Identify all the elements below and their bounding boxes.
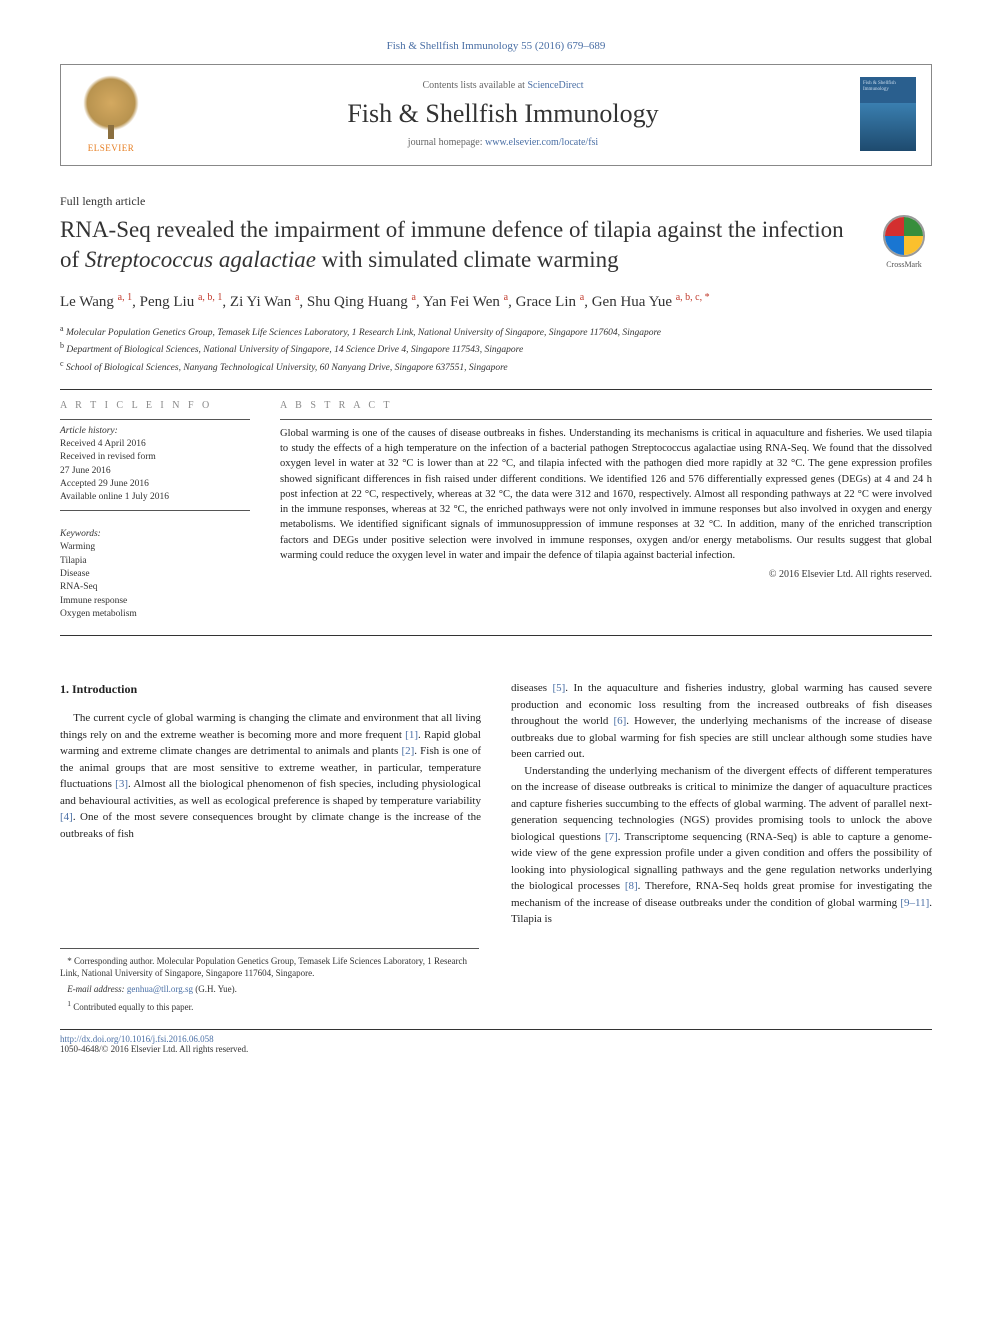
history-item: 27 June 2016 <box>60 465 250 478</box>
corresponding-author-note: * Corresponding author. Molecular Popula… <box>60 955 479 980</box>
homepage-line: journal homepage: www.elsevier.com/locat… <box>146 137 860 148</box>
history-item: Received 4 April 2016 <box>60 438 250 451</box>
elsevier-label: ELSEVIER <box>88 143 135 153</box>
section-rule <box>60 635 932 636</box>
journal-reference: Fish & Shellfish Immunology 55 (2016) 67… <box>60 40 932 52</box>
journal-cover-thumbnail[interactable]: Fish & Shellfish Immunology <box>860 77 916 151</box>
footer-rule <box>60 1029 932 1030</box>
journal-name: Fish & Shellfish Immunology <box>146 99 860 129</box>
keyword-item: Immune response <box>60 595 250 608</box>
article-info-block: A R T I C L E I N F O Article history: R… <box>60 400 250 621</box>
body-paragraph: diseases [5]. In the aquaculture and fis… <box>511 680 932 763</box>
article-info-heading: A R T I C L E I N F O <box>60 400 250 411</box>
contents-line: Contents lists available at ScienceDirec… <box>146 80 860 91</box>
abstract-heading: A B S T R A C T <box>280 400 932 411</box>
body-column-right: diseases [5]. In the aquaculture and fis… <box>511 680 932 928</box>
section-rule <box>60 389 932 390</box>
copyright-line: © 2016 Elsevier Ltd. All rights reserved… <box>280 569 932 580</box>
info-rule <box>60 419 250 420</box>
article-title: RNA-Seq revealed the impairment of immun… <box>60 215 856 275</box>
email-label: E-mail address: <box>67 984 127 994</box>
email-link[interactable]: genhua@tll.org.sg <box>127 984 193 994</box>
keyword-item: Oxygen metabolism <box>60 608 250 621</box>
crossmark-label: CrossMark <box>876 260 932 269</box>
keyword-items: WarmingTilapiaDiseaseRNA-SeqImmune respo… <box>60 541 250 621</box>
crossmark-icon <box>883 215 925 257</box>
crossmark-badge[interactable]: CrossMark <box>876 215 932 269</box>
page-root: Fish & Shellfish Immunology 55 (2016) 67… <box>0 0 992 1094</box>
affiliations: a Molecular Population Genetics Group, T… <box>60 323 932 375</box>
header-row: ELSEVIER Contents lists available at Sci… <box>76 75 916 153</box>
title-species: Streptococcus agalactiae <box>85 247 316 272</box>
intro-heading: 1. Introduction <box>60 680 481 698</box>
article-type: Full length article <box>60 194 932 209</box>
title-row: RNA-Seq revealed the impairment of immun… <box>60 215 932 275</box>
contrib-note: 1 Contributed equally to this paper. <box>60 999 479 1014</box>
keyword-item: Tilapia <box>60 555 250 568</box>
body-columns: 1. Introduction The current cycle of glo… <box>60 680 932 928</box>
email-suffix: (G.H. Yue). <box>193 984 237 994</box>
elsevier-tree-icon <box>83 75 139 131</box>
affiliation-item: b Department of Biological Sciences, Nat… <box>60 340 932 357</box>
history-item: Received in revised form <box>60 451 250 464</box>
issn-copyright: 1050-4648/© 2016 Elsevier Ltd. All right… <box>60 1044 248 1054</box>
body-column-left: 1. Introduction The current cycle of glo… <box>60 680 481 928</box>
homepage-link[interactable]: www.elsevier.com/locate/fsi <box>485 137 598 148</box>
keyword-item: Warming <box>60 541 250 554</box>
history-items: Received 4 April 2016Received in revised… <box>60 438 250 504</box>
body-paragraph: The current cycle of global warming is c… <box>60 710 481 842</box>
journal-header-box: ELSEVIER Contents lists available at Sci… <box>60 64 932 166</box>
keyword-item: RNA-Seq <box>60 581 250 594</box>
affiliation-item: c School of Biological Sciences, Nanyang… <box>60 358 932 375</box>
history-item: Available online 1 July 2016 <box>60 491 250 504</box>
keyword-item: Disease <box>60 568 250 581</box>
homepage-prefix: journal homepage: <box>408 137 485 148</box>
history-item: Accepted 29 June 2016 <box>60 478 250 491</box>
contrib-text: Contributed equally to this paper. <box>73 1002 193 1012</box>
keywords-label: Keywords: <box>60 529 250 539</box>
info-abstract-row: A R T I C L E I N F O Article history: R… <box>60 400 932 621</box>
info-rule <box>60 510 250 511</box>
abstract-block: A B S T R A C T Global warming is one of… <box>280 400 932 621</box>
sciencedirect-link[interactable]: ScienceDirect <box>527 80 583 91</box>
footer-bar: http://dx.doi.org/10.1016/j.fsi.2016.06.… <box>60 1029 932 1054</box>
header-center: Contents lists available at ScienceDirec… <box>146 80 860 148</box>
footnotes-block: * Corresponding author. Molecular Popula… <box>60 948 479 1013</box>
email-note: E-mail address: genhua@tll.org.sg (G.H. … <box>60 983 479 996</box>
contents-prefix: Contents lists available at <box>422 80 527 91</box>
author-list: Le Wang a, 1, Peng Liu a, b, 1, Zi Yi Wa… <box>60 291 932 313</box>
cover-text: Fish & Shellfish Immunology <box>863 81 913 92</box>
affiliation-item: a Molecular Population Genetics Group, T… <box>60 323 932 340</box>
abstract-text: Global warming is one of the causes of d… <box>280 426 932 563</box>
body-paragraph: Understanding the underlying mechanism o… <box>511 763 932 928</box>
history-label: Article history: <box>60 426 250 436</box>
doi-link[interactable]: http://dx.doi.org/10.1016/j.fsi.2016.06.… <box>60 1034 214 1044</box>
info-rule <box>280 419 932 420</box>
title-after-em: with simulated climate warming <box>316 247 619 272</box>
elsevier-logo[interactable]: ELSEVIER <box>76 75 146 153</box>
